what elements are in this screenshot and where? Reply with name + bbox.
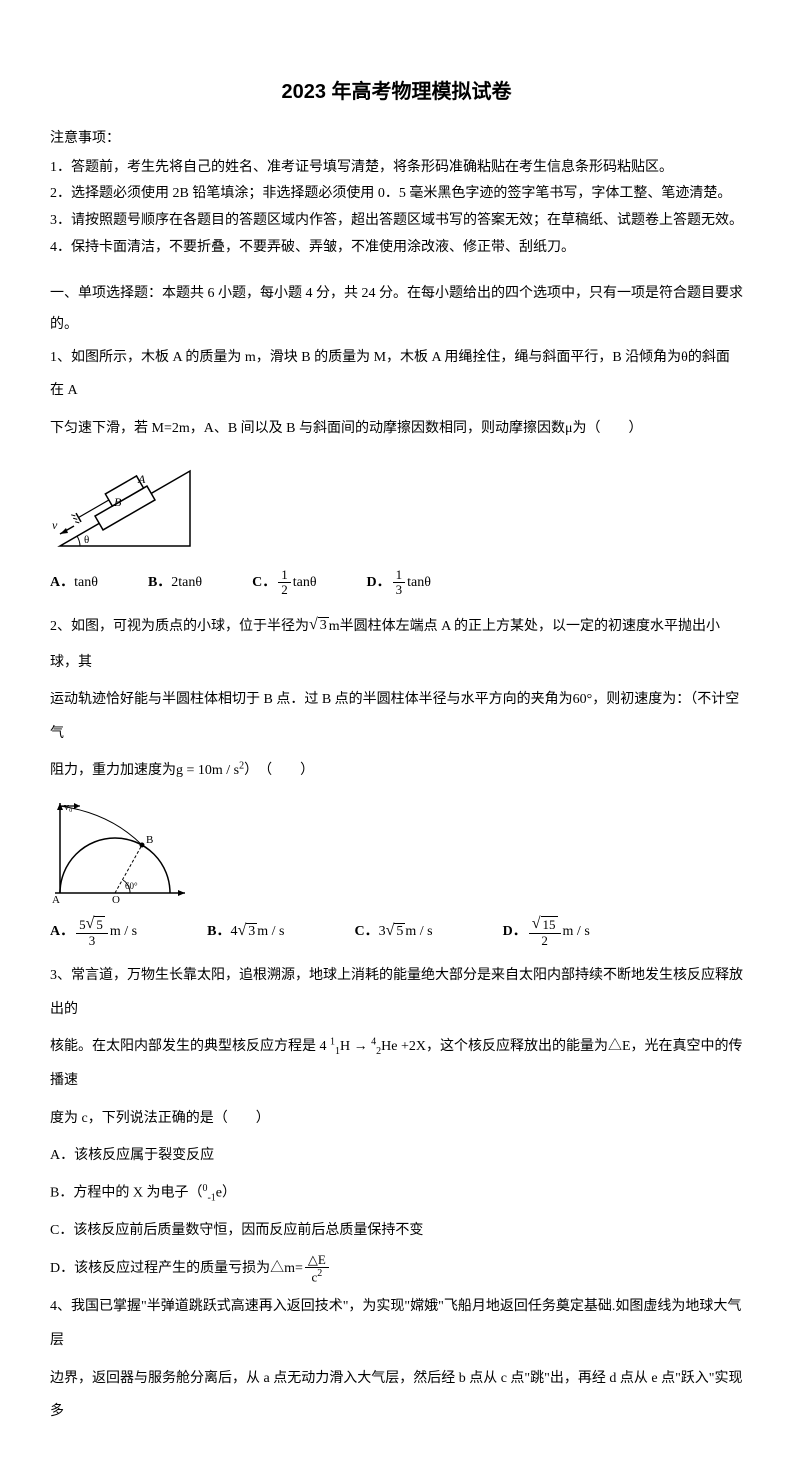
svg-text:B: B (114, 495, 122, 509)
svg-text:A: A (137, 472, 146, 486)
question-1: 1、如图所示，木板 A 的质量为 m，滑块 B 的质量为 M，木板 A 用绳拴住… (50, 341, 743, 599)
q3-text-3: 度为 c，下列说法正确的是（ ） (50, 1102, 743, 1136)
q2-options: A．5√53 m / s B．4√3m / s C．3√5 m / s D．√1… (50, 913, 743, 951)
svg-text:B: B (146, 834, 153, 846)
q1-options: A．tanθ B．2tanθ C．12tanθ D．13tanθ (50, 566, 743, 600)
question-4: 4、我国已掌握"半弹道跳跃式高速再入返回技术"，为实现"嫦娥"飞船月地返回任务奠… (50, 1290, 743, 1428)
q3-option-c: C．该核反应前后质量数守恒，因而反应前后总质量保持不变 (50, 1216, 743, 1247)
q3-option-b: B．方程中的 X 为电子（0-1e） (50, 1178, 743, 1209)
q2-option-b: B．4√3m / s (207, 913, 284, 951)
instruction-1: 1．答题前，考生先将自己的姓名、准考证号填写清楚，将条形码准确粘贴在考生信息条形… (50, 155, 743, 182)
q1-figure: θ A B v (50, 456, 743, 556)
instruction-4: 4．保持卡面清洁，不要折叠，不要弄破、弄皱，不准使用涂改液、修正带、刮纸刀。 (50, 235, 743, 262)
instruction-2: 2．选择题必须使用 2B 铅笔填涂；非选择题必须使用 0．5 毫米黑色字迹的签字… (50, 181, 743, 208)
q2-option-a: A．5√53 m / s (50, 915, 137, 949)
instructions-header: 注意事项： (50, 124, 743, 155)
exam-title: 2023 年高考物理模拟试卷 (50, 70, 743, 114)
instructions-block: 注意事项： 1．答题前，考生先将自己的姓名、准考证号填写清楚，将条形码准确粘贴在… (50, 124, 743, 261)
q2-option-d: D．√152 m / s (503, 915, 590, 949)
q1-option-d: D．13tanθ (367, 566, 431, 600)
q3-text-1: 3、常言道，万物生长靠太阳，追根溯源，地球上消耗的能量绝大部分是来自太阳内部持续… (50, 959, 743, 1026)
svg-text:A: A (52, 894, 60, 903)
question-2: 2、如图，可视为质点的小球，位于半径为√3m半圆柱体左端点 A 的正上方某处，以… (50, 607, 743, 951)
q3-option-d: D．该核反应过程产生的质量亏损为△m=△Ec2 (50, 1253, 743, 1285)
svg-text:θ: θ (84, 534, 89, 546)
q2-text-2: 运动轨迹恰好能与半圆柱体相切于 B 点．过 B 点的半圆柱体半径与水平方向的夹角… (50, 683, 743, 750)
q3-option-a: A．该核反应属于裂变反应 (50, 1141, 743, 1172)
q2-text-1: 2、如图，可视为质点的小球，位于半径为√3m半圆柱体左端点 A 的正上方某处，以… (50, 607, 743, 679)
q1-option-a: A．tanθ (50, 566, 98, 600)
svg-text:60°: 60° (125, 881, 138, 891)
q2-figure: B 60° A O v₀ (50, 798, 743, 903)
svg-text:O: O (112, 894, 120, 903)
instruction-3: 3．请按照题号顺序在各题目的答题区域内作答，超出答题区域书写的答案无效；在草稿纸… (50, 208, 743, 235)
q1-text-2: 下匀速下滑，若 M=2m，A、B 间以及 B 与斜面间的动摩擦因数相同，则动摩擦… (50, 412, 743, 446)
q2-text-3: 阻力，重力加速度为g = 10m / s2） （ ） (50, 754, 743, 788)
q3-text-2: 核能。在太阳内部发生的典型核反应方程是 4 11H → 42He +2X，这个核… (50, 1030, 743, 1097)
section-1-header: 一、单项选择题：本题共 6 小题，每小题 4 分，共 24 分。在每小题给出的四… (50, 279, 743, 341)
q4-text-2: 边界，返回器与服务舱分离后，从 a 点无动力滑入大气层，然后经 b 点从 c 点… (50, 1362, 743, 1429)
q1-option-c: C．12tanθ (252, 566, 316, 600)
q3-options: A．该核反应属于裂变反应 B．方程中的 X 为电子（0-1e） C．该核反应前后… (50, 1141, 743, 1284)
svg-text:v: v (52, 518, 58, 532)
q1-text-1: 1、如图所示，木板 A 的质量为 m，滑块 B 的质量为 M，木板 A 用绳拴住… (50, 341, 743, 408)
q2-option-c: C．3√5 m / s (355, 913, 433, 951)
q1-option-b: B．2tanθ (148, 566, 202, 600)
q4-text-1: 4、我国已掌握"半弹道跳跃式高速再入返回技术"，为实现"嫦娥"飞船月地返回任务奠… (50, 1290, 743, 1357)
